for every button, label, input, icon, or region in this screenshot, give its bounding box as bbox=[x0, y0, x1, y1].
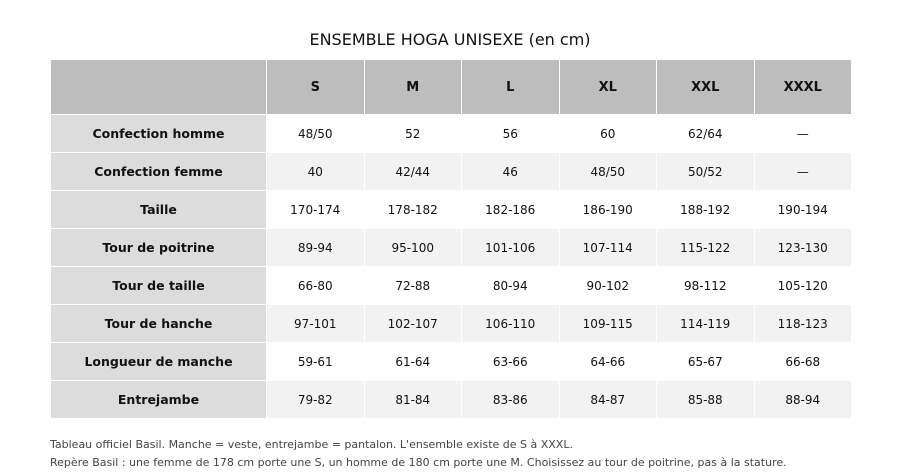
size-header-xxl: XXL bbox=[656, 59, 755, 115]
table-cell: 40 bbox=[266, 152, 365, 191]
table-row: Entrejambe 79-82 81-84 83-86 84-87 85-88 88-94 bbox=[50, 380, 852, 419]
table-row: Confection femme 40 42/44 46 48/50 50/52— bbox=[50, 152, 852, 191]
size-header-xxxl: XXXL bbox=[753, 59, 852, 115]
table-row: Confection homme 48/50 52 56 60 62/64— bbox=[50, 114, 852, 153]
table-cell: 90-102 bbox=[558, 266, 657, 305]
table-cell: 48/50 bbox=[266, 114, 365, 153]
table-cell: 59-61 bbox=[266, 342, 365, 381]
table-cell: 48/50 bbox=[558, 152, 657, 191]
table-cell: 85-88 bbox=[656, 380, 755, 419]
table-cell: 118-123 bbox=[753, 304, 852, 343]
footnote-line: Repère Basil : une femme de 178 cm porte… bbox=[50, 456, 787, 469]
table-cell: 66-68 bbox=[753, 342, 852, 381]
row-label: Confection femme bbox=[50, 152, 267, 191]
table-cell: 182-186 bbox=[461, 190, 560, 229]
table-row: Tour de hanche 97-101 102-107 106-110 109-11… bbox=[50, 304, 852, 343]
size-table: S M L XL XXL XXXL Confection homme 48/50 5… bbox=[50, 59, 852, 419]
table-cell: 46 bbox=[461, 152, 560, 191]
table-cell: 42/44 bbox=[363, 152, 462, 191]
table-cell: 115-122 bbox=[656, 228, 755, 267]
table-cell: 107-114 bbox=[558, 228, 657, 267]
table-cell: 52 bbox=[363, 114, 462, 153]
table-cell: 123-130 bbox=[753, 228, 852, 267]
table-body: Confection homme 48/50 52 56 60 62/64— Confect… bbox=[50, 114, 852, 419]
table-cell: 80-94 bbox=[461, 266, 560, 305]
table-cell: 60 bbox=[558, 114, 657, 153]
table-cell: 65-67 bbox=[656, 342, 755, 381]
table-cell: — bbox=[753, 152, 852, 191]
table-row: Longueur de manche 59-61 61-64 63-66 64-66 65… bbox=[50, 342, 852, 381]
header-row: S M L XL XXL XXXL bbox=[50, 59, 852, 115]
table-cell: 66-80 bbox=[266, 266, 365, 305]
table-title: ENSEMBLE HOGA UNISEXE (en cm) bbox=[309, 30, 591, 49]
table-cell: 109-115 bbox=[558, 304, 657, 343]
size-header-m: M bbox=[363, 59, 462, 115]
table-cell: 97-101 bbox=[266, 304, 365, 343]
table-cell: 64-66 bbox=[558, 342, 657, 381]
row-label: Longueur de manche bbox=[50, 342, 267, 381]
table-cell: 102-107 bbox=[363, 304, 462, 343]
table-cell: 106-110 bbox=[461, 304, 560, 343]
table-cell: 50/52 bbox=[656, 152, 755, 191]
table-cell: 186-190 bbox=[558, 190, 657, 229]
table-cell: 178-182 bbox=[363, 190, 462, 229]
table-cell: 84-87 bbox=[558, 380, 657, 419]
table-cell: 56 bbox=[461, 114, 560, 153]
table-cell: 72-88 bbox=[363, 266, 462, 305]
table-cell: 79-82 bbox=[266, 380, 365, 419]
table-cell: 88-94 bbox=[753, 380, 852, 419]
row-label: Tour de poitrine bbox=[50, 228, 267, 267]
row-label: Tour de hanche bbox=[50, 304, 267, 343]
footnote-line: Tableau officiel Basil. Manche = veste, … bbox=[50, 438, 573, 451]
row-label: Tour de taille bbox=[50, 266, 267, 305]
size-header-s: S bbox=[266, 59, 365, 115]
row-label: Entrejambe bbox=[50, 380, 267, 419]
table-cell: 190-194 bbox=[753, 190, 852, 229]
table-cell: 81-84 bbox=[363, 380, 462, 419]
table-cell: 170-174 bbox=[266, 190, 365, 229]
size-header-xl: XL bbox=[558, 59, 657, 115]
table-cell: 101-106 bbox=[461, 228, 560, 267]
table-row: Taille 170-174 178-182 182-186 186-190 188-19… bbox=[50, 190, 852, 229]
table-cell: — bbox=[753, 114, 852, 153]
footnotes: Tableau officiel Basil. Manche = veste, … bbox=[50, 436, 870, 472]
table-row: Tour de poitrine 89-94 95-100 101-106 107-11… bbox=[50, 228, 852, 267]
table-cell: 95-100 bbox=[363, 228, 462, 267]
table-cell: 89-94 bbox=[266, 228, 365, 267]
table-cell: 61-64 bbox=[363, 342, 462, 381]
size-header-l: L bbox=[461, 59, 560, 115]
row-label: Confection homme bbox=[50, 114, 267, 153]
table-cell: 188-192 bbox=[656, 190, 755, 229]
table-cell: 63-66 bbox=[461, 342, 560, 381]
table-cell: 83-86 bbox=[461, 380, 560, 419]
header-corner-cell bbox=[50, 59, 267, 115]
table-row: Tour de taille 66-80 72-88 80-94 90-102 98-11… bbox=[50, 266, 852, 305]
table-cell: 105-120 bbox=[753, 266, 852, 305]
table-cell: 114-119 bbox=[656, 304, 755, 343]
table-cell: 98-112 bbox=[656, 266, 755, 305]
row-label: Taille bbox=[50, 190, 267, 229]
table-cell: 62/64 bbox=[656, 114, 755, 153]
